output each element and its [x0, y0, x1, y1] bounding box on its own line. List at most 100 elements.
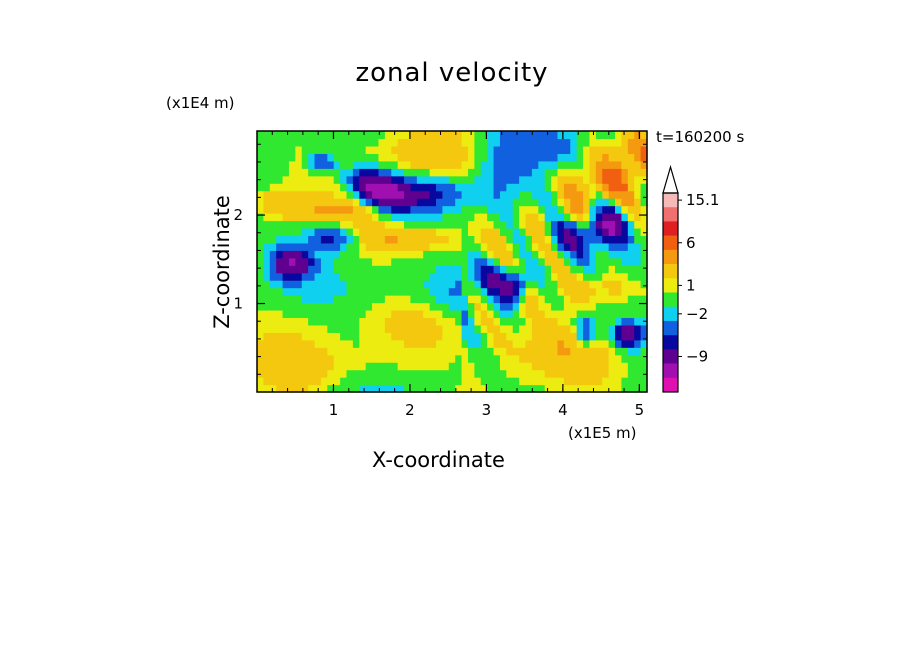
contour-cell: [429, 138, 437, 147]
contour-cell: [365, 265, 373, 274]
contour-cell: [384, 235, 392, 244]
contour-cell: [423, 145, 431, 154]
contour-cell: [474, 145, 482, 154]
contour-cell: [602, 213, 610, 222]
contour-cell: [640, 377, 648, 386]
contour-cell: [602, 332, 610, 341]
contour-cell: [308, 265, 316, 274]
contour-cell: [314, 347, 322, 356]
contour-cell: [608, 220, 616, 229]
contour-cell: [493, 168, 501, 177]
contour-cell: [352, 302, 360, 311]
contour-cell: [404, 324, 412, 333]
contour-cell: [589, 339, 597, 348]
contour-cell: [257, 190, 264, 199]
contour-cell: [442, 265, 450, 274]
contour-cell: [359, 205, 367, 214]
contour-cell: [269, 369, 277, 378]
contour-cell: [461, 153, 469, 162]
contour-cell: [404, 145, 412, 154]
contour-cell: [480, 332, 488, 341]
contour-cell: [346, 205, 354, 214]
contour-cell: [333, 227, 341, 236]
contour-cell: [499, 227, 507, 236]
contour-cell: [282, 198, 290, 207]
contour-cell: [621, 287, 629, 296]
contour-cell: [365, 250, 373, 259]
contour-cell: [640, 160, 648, 169]
contour-cell: [320, 138, 328, 147]
contour-cell: [461, 213, 469, 222]
contour-cell: [583, 384, 591, 393]
contour-cell: [276, 362, 284, 371]
contour-cell: [608, 377, 616, 386]
contour-cell: [263, 347, 271, 356]
contour-cell: [391, 354, 399, 363]
contour-cell: [640, 145, 648, 154]
contour-cell: [589, 190, 597, 199]
contour-cell: [333, 190, 341, 199]
contour-cell: [436, 332, 444, 341]
contour-cell: [314, 153, 322, 162]
contour-cell: [519, 153, 527, 162]
contour-cell: [595, 131, 603, 140]
contour-cell: [314, 235, 322, 244]
contour-cell: [410, 347, 418, 356]
contour-cell: [410, 369, 418, 378]
contour-cell: [615, 153, 623, 162]
contour-cell: [308, 280, 316, 289]
contour-cell: [378, 280, 386, 289]
contour-cell: [602, 153, 610, 162]
contour-cell: [391, 145, 399, 154]
contour-cell: [333, 324, 341, 333]
contour-cell: [621, 227, 629, 236]
contour-cell: [563, 354, 571, 363]
contour-cell: [589, 205, 597, 214]
contour-cell: [429, 250, 437, 259]
contour-cell: [269, 153, 277, 162]
contour-cell: [327, 175, 335, 184]
contour-cell: [423, 131, 431, 140]
contour-cell: [352, 362, 360, 371]
contour-cell: [640, 302, 648, 311]
contour-cell: [455, 347, 463, 356]
x-tick-label: 4: [558, 401, 568, 419]
contour-cell: [263, 145, 271, 154]
contour-cell: [276, 190, 284, 199]
contour-cell: [410, 287, 418, 296]
contour-cell: [301, 250, 309, 259]
contour-cell: [359, 265, 367, 274]
contour-cell: [467, 227, 475, 236]
contour-cell: [378, 242, 386, 251]
contour-cell: [506, 213, 514, 222]
contour-cell: [512, 317, 520, 326]
contour-cell: [544, 347, 552, 356]
contour-cell: [436, 377, 444, 386]
contour-cell: [404, 347, 412, 356]
contour-cell: [404, 160, 412, 169]
contour-cell: [397, 265, 405, 274]
contour-cell: [416, 377, 424, 386]
contour-cell: [570, 339, 578, 348]
contour-cell: [557, 272, 565, 281]
contour-cell: [327, 138, 335, 147]
contour-cell: [531, 324, 539, 333]
contour-cell: [615, 309, 623, 319]
contour-cell: [519, 347, 527, 356]
contour-cell: [506, 190, 514, 199]
contour-cell: [340, 131, 348, 140]
contour-cell: [512, 190, 520, 199]
contour-cell: [595, 145, 603, 154]
contour-cell: [372, 272, 380, 281]
contour-cell: [391, 324, 399, 333]
contour-cell: [455, 235, 463, 244]
contour-cell: [282, 205, 290, 214]
contour-cell: [589, 227, 597, 236]
contour-cell: [602, 160, 610, 169]
contour-cell: [276, 168, 284, 177]
contour-cell: [391, 332, 399, 341]
contour-cell: [391, 131, 399, 140]
contour-cell: [634, 250, 642, 259]
contour-cell: [615, 287, 623, 296]
contour-cell: [461, 257, 469, 266]
